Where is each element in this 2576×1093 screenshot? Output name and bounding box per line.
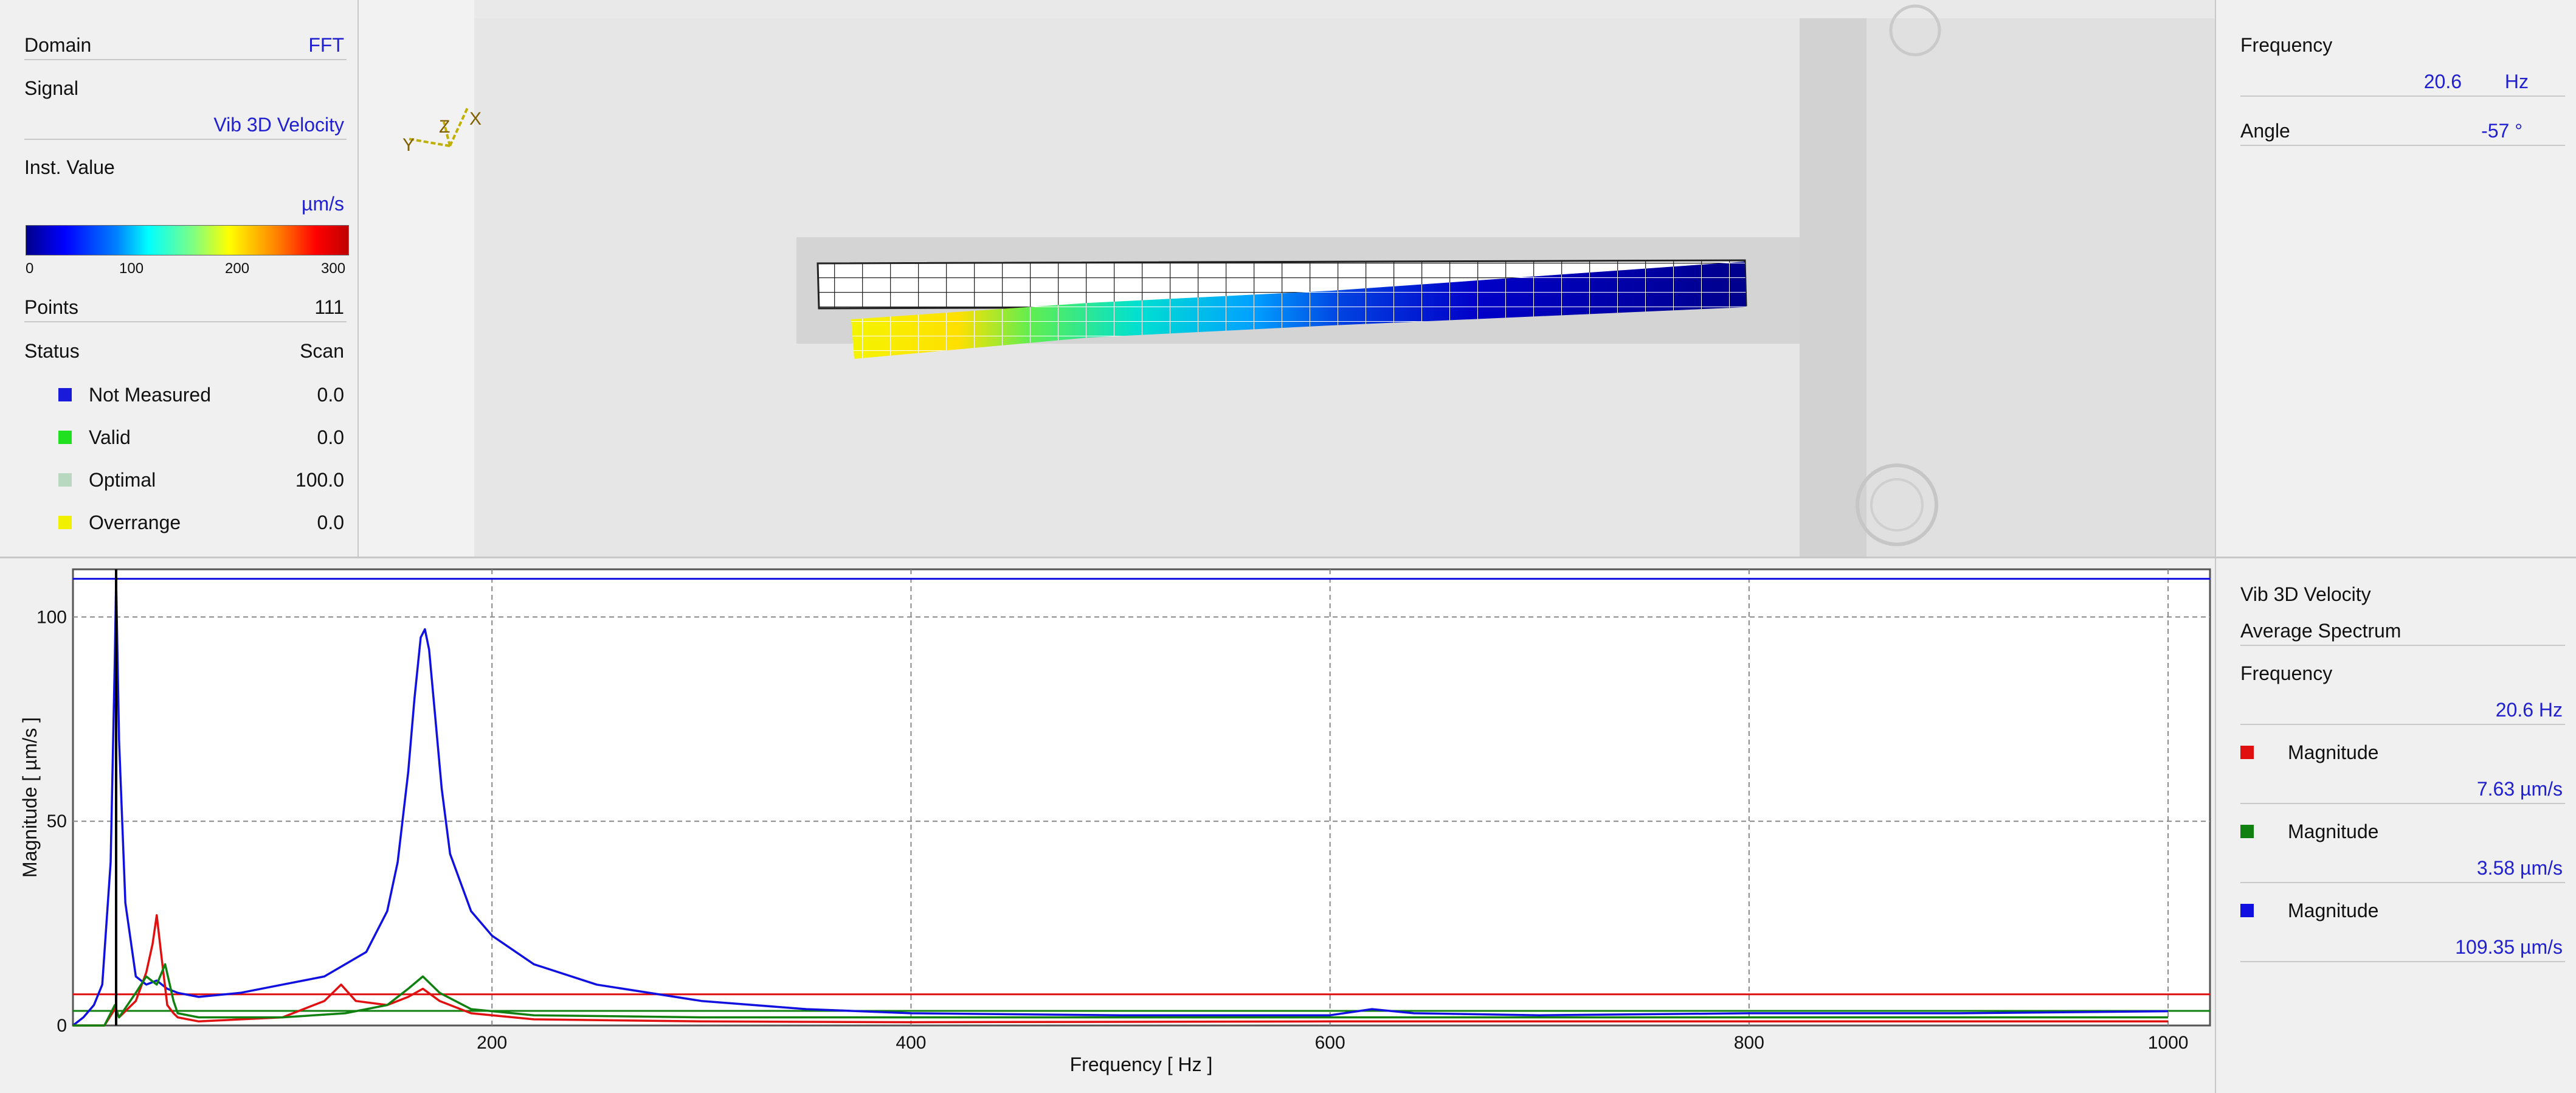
unit-value: µm/s [302, 193, 344, 215]
y-axis-label: Magnitude [ µm/s ] [19, 717, 41, 878]
status-color-swatch [58, 516, 72, 529]
magnitude-red-value-row: 7.63 µm/s [2240, 777, 2565, 804]
signal-label: Signal [24, 77, 78, 99]
status-label: Status [24, 340, 80, 362]
status-item-label: Optimal [89, 469, 156, 491]
frequency-unit: Hz [2504, 71, 2529, 92]
y-tick-label: 100 [36, 607, 67, 627]
color-scale-bar [26, 225, 349, 255]
deformed-color-mesh [851, 262, 1746, 359]
x-tick-label: 200 [477, 1033, 507, 1053]
frequency-label: Frequency [2240, 34, 2333, 56]
angle-row[interactable]: Angle -57 ° [2240, 119, 2565, 146]
status-value: Scan [300, 340, 344, 362]
spectrum-chart-panel[interactable]: 200 400 600 800 1000 0 50 100 Frequency [ Hz ]… [0, 557, 2215, 1093]
points-label: Points [24, 296, 78, 318]
series-green-swatch [2240, 825, 2254, 838]
series-line-1 [72, 579, 2169, 1027]
x-tick-label: 800 [1734, 1033, 1764, 1053]
y-tick-label: 50 [47, 811, 67, 831]
background-left [359, 0, 474, 557]
magnitude-green-value: 3.58 µm/s [2476, 857, 2563, 879]
cursor-info-panel: Frequency 20.6 Hz Angle -57 ° [2215, 0, 2576, 557]
spectrum-frequency-value-row[interactable]: 20.6 Hz [2240, 698, 2565, 725]
screw-head-inner [1870, 478, 1924, 532]
angle-value[interactable]: -57 ° [2481, 120, 2522, 142]
domain-label: Domain [24, 34, 92, 56]
series-line-3 [73, 963, 2169, 1027]
magnitude-label: Magnitude [2288, 821, 2379, 842]
plot-area [72, 568, 2211, 1027]
colorbar-tick: 0 [26, 260, 34, 277]
series-red-swatch [2240, 746, 2254, 759]
clamp-shadow [1800, 18, 1866, 557]
x-axis-label: Frequency [ Hz ] [1070, 1053, 1213, 1075]
status-item-value: 0.0 [317, 426, 344, 448]
frequency-value[interactable]: 20.6 [2423, 71, 2462, 92]
spectrum-chart[interactable]: 200 400 600 800 1000 0 50 100 Frequency [ Hz ]… [0, 558, 2215, 1093]
status-color-swatch [58, 473, 72, 487]
status-item-value: 100.0 [295, 469, 344, 491]
axis-x-label: X [469, 109, 482, 129]
points-value: 111 [314, 296, 344, 318]
axis-y-label: Y [402, 135, 415, 155]
y-tick-label: 0 [57, 1016, 67, 1036]
status-item-label: Valid [89, 426, 131, 448]
chart-grid [73, 569, 2210, 1025]
x-tick-label: 600 [1315, 1033, 1345, 1053]
3d-viewer[interactable]: Y X Z [359, 0, 2215, 557]
spectrum-frequency-label: Frequency [2240, 662, 2333, 684]
y-tick-labels: 0 50 100 [36, 607, 67, 1036]
angle-label: Angle [2240, 120, 2290, 142]
domain-value[interactable]: FFT [308, 34, 344, 56]
spectrum-frequency-value[interactable]: 20.6 Hz [2495, 699, 2563, 721]
axes-indicator-icon: Y X Z [402, 106, 482, 155]
signal-name: Vib 3D Velocity [2240, 583, 2371, 605]
magnitude-blue-value-row: 109.35 µm/s [2240, 935, 2565, 962]
series-blue-swatch [2240, 904, 2254, 917]
signal-row[interactable]: Vib 3D Velocity [24, 113, 347, 140]
magnitude-label: Magnitude [2288, 741, 2379, 763]
domain-row[interactable]: Domain FFT [24, 33, 347, 60]
status-item-label: Not Measured [89, 384, 211, 406]
status-color-swatch [58, 388, 72, 401]
x-tick-labels: 200 400 600 800 1000 [477, 1033, 2188, 1053]
colorbar-tick: 200 [225, 260, 250, 277]
x-tick-label: 400 [896, 1033, 926, 1053]
x-tick-label: 1000 [2148, 1033, 2189, 1053]
status-item-value: 0.0 [317, 512, 344, 533]
frequency-value-row[interactable]: 20.6 Hz [2240, 70, 2565, 97]
axis-z-label: Z [439, 117, 450, 137]
signal-value[interactable]: Vib 3D Velocity [213, 114, 344, 136]
spectrum-info-panel: Vib 3D Velocity Average Spectrum Frequen… [2215, 557, 2576, 1093]
spectrum-name-row: Average Spectrum [2240, 619, 2565, 646]
magnitude-blue-value: 109.35 µm/s [2455, 936, 2563, 958]
legend-panel: Domain FFT Signal Vib 3D Velocity Inst. … [0, 0, 359, 557]
status-color-swatch [58, 431, 72, 444]
screw-head-top [1889, 4, 1941, 57]
viewer-canvas[interactable]: Y X Z [359, 0, 2215, 557]
background-right [1866, 18, 2215, 557]
magnitude-green-value-row: 3.58 µm/s [2240, 856, 2565, 883]
points-row: Points 111 [24, 296, 347, 322]
magnitude-red-value: 7.63 µm/s [2476, 778, 2563, 800]
status-item-label: Overrange [89, 512, 181, 533]
status-item-value: 0.0 [317, 384, 344, 406]
colorbar-tick: 100 [119, 260, 144, 277]
colorbar-tick: 300 [321, 260, 346, 277]
magnitude-label: Magnitude [2288, 900, 2379, 921]
inst-value-label: Inst. Value [24, 156, 115, 178]
series-line-2 [73, 914, 2169, 1027]
screw-head [1856, 463, 1938, 546]
series-group [72, 579, 2169, 1027]
spectrum-name: Average Spectrum [2240, 620, 2402, 642]
